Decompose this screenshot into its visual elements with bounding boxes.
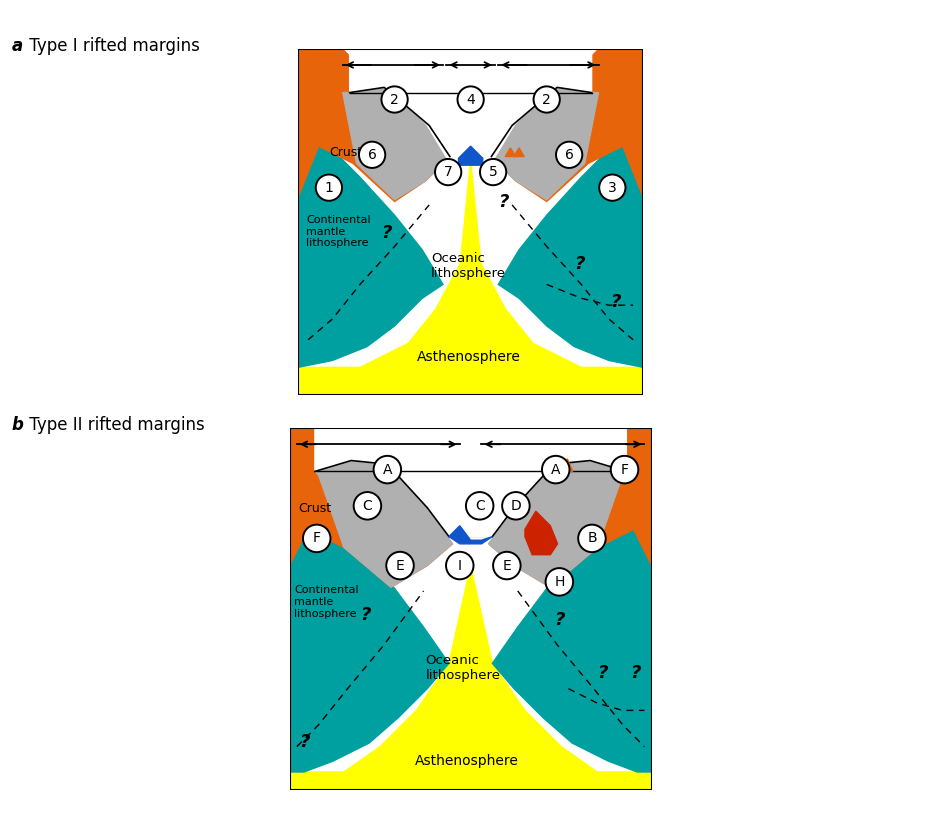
- Text: 6: 6: [565, 148, 573, 162]
- Text: Continental
mantle
lithosphere: Continental mantle lithosphere: [307, 216, 371, 249]
- Text: 2: 2: [542, 92, 552, 106]
- Text: Continental
mantle
lithosphere: Continental mantle lithosphere: [294, 585, 359, 619]
- Text: H: H: [554, 574, 565, 589]
- Text: ?: ?: [574, 255, 585, 273]
- Circle shape: [493, 551, 520, 579]
- Polygon shape: [289, 428, 452, 588]
- Circle shape: [534, 86, 560, 113]
- Text: 5: 5: [489, 165, 498, 179]
- Polygon shape: [289, 482, 449, 772]
- Text: B: B: [587, 532, 597, 546]
- Text: 4: 4: [466, 92, 475, 106]
- Text: E: E: [395, 559, 404, 573]
- Text: ?: ?: [598, 664, 608, 681]
- Text: Crust: Crust: [299, 502, 332, 515]
- Polygon shape: [489, 461, 626, 588]
- Circle shape: [599, 174, 625, 201]
- Polygon shape: [416, 493, 535, 537]
- Circle shape: [435, 159, 462, 185]
- Polygon shape: [315, 428, 626, 537]
- Text: Asthenosphere: Asthenosphere: [414, 754, 518, 768]
- Polygon shape: [525, 511, 557, 555]
- Text: ?: ?: [299, 732, 309, 751]
- Text: 1: 1: [324, 180, 333, 195]
- Text: C: C: [475, 499, 484, 513]
- Polygon shape: [289, 565, 652, 790]
- Polygon shape: [492, 482, 652, 772]
- Text: b: b: [11, 416, 24, 434]
- Polygon shape: [495, 87, 599, 200]
- Polygon shape: [449, 526, 492, 544]
- Text: ?: ?: [630, 664, 640, 681]
- Text: Oceanic
lithosphere: Oceanic lithosphere: [430, 252, 506, 280]
- Polygon shape: [505, 148, 516, 156]
- Polygon shape: [562, 458, 572, 472]
- Polygon shape: [298, 125, 443, 367]
- Text: C: C: [362, 499, 373, 513]
- Text: Oceanic
lithosphere: Oceanic lithosphere: [426, 654, 500, 682]
- Circle shape: [374, 456, 401, 483]
- Text: ?: ?: [610, 293, 622, 311]
- Circle shape: [556, 142, 583, 168]
- Circle shape: [386, 551, 413, 579]
- Text: 7: 7: [444, 165, 452, 179]
- Text: E: E: [502, 559, 511, 573]
- Circle shape: [466, 492, 494, 519]
- Text: 6: 6: [368, 148, 377, 162]
- Circle shape: [546, 568, 573, 596]
- Circle shape: [480, 159, 506, 185]
- Text: Crust: Crust: [329, 146, 362, 159]
- Polygon shape: [298, 49, 447, 202]
- Text: F: F: [621, 463, 628, 477]
- Circle shape: [542, 456, 569, 483]
- Circle shape: [381, 86, 408, 113]
- Text: 3: 3: [608, 180, 617, 195]
- Text: A: A: [551, 463, 560, 477]
- Polygon shape: [495, 49, 643, 202]
- Circle shape: [359, 142, 385, 168]
- Polygon shape: [459, 146, 482, 165]
- Text: 2: 2: [390, 92, 399, 106]
- Text: I: I: [458, 559, 462, 573]
- Polygon shape: [350, 49, 591, 156]
- Circle shape: [611, 456, 639, 483]
- Text: D: D: [511, 499, 521, 513]
- Polygon shape: [499, 125, 643, 367]
- Text: F: F: [313, 532, 321, 546]
- Polygon shape: [514, 148, 524, 156]
- Circle shape: [502, 492, 530, 519]
- Circle shape: [316, 174, 342, 201]
- Circle shape: [446, 551, 474, 579]
- Text: Type II rifted margins: Type II rifted margins: [24, 416, 204, 434]
- Polygon shape: [428, 504, 514, 529]
- Polygon shape: [315, 461, 452, 588]
- Circle shape: [354, 492, 381, 519]
- Text: ?: ?: [360, 606, 371, 624]
- Circle shape: [303, 524, 330, 552]
- Polygon shape: [342, 87, 447, 200]
- Polygon shape: [298, 160, 643, 395]
- Text: a: a: [11, 37, 23, 55]
- Text: ?: ?: [554, 611, 565, 630]
- Polygon shape: [489, 428, 652, 588]
- Text: Asthenosphere: Asthenosphere: [417, 350, 521, 364]
- Text: Type I rifted margins: Type I rifted margins: [24, 37, 200, 55]
- Circle shape: [578, 524, 605, 552]
- Circle shape: [458, 86, 483, 113]
- Text: ?: ?: [499, 193, 509, 211]
- Text: ?: ?: [380, 224, 392, 242]
- Text: A: A: [382, 463, 392, 477]
- Polygon shape: [551, 458, 561, 472]
